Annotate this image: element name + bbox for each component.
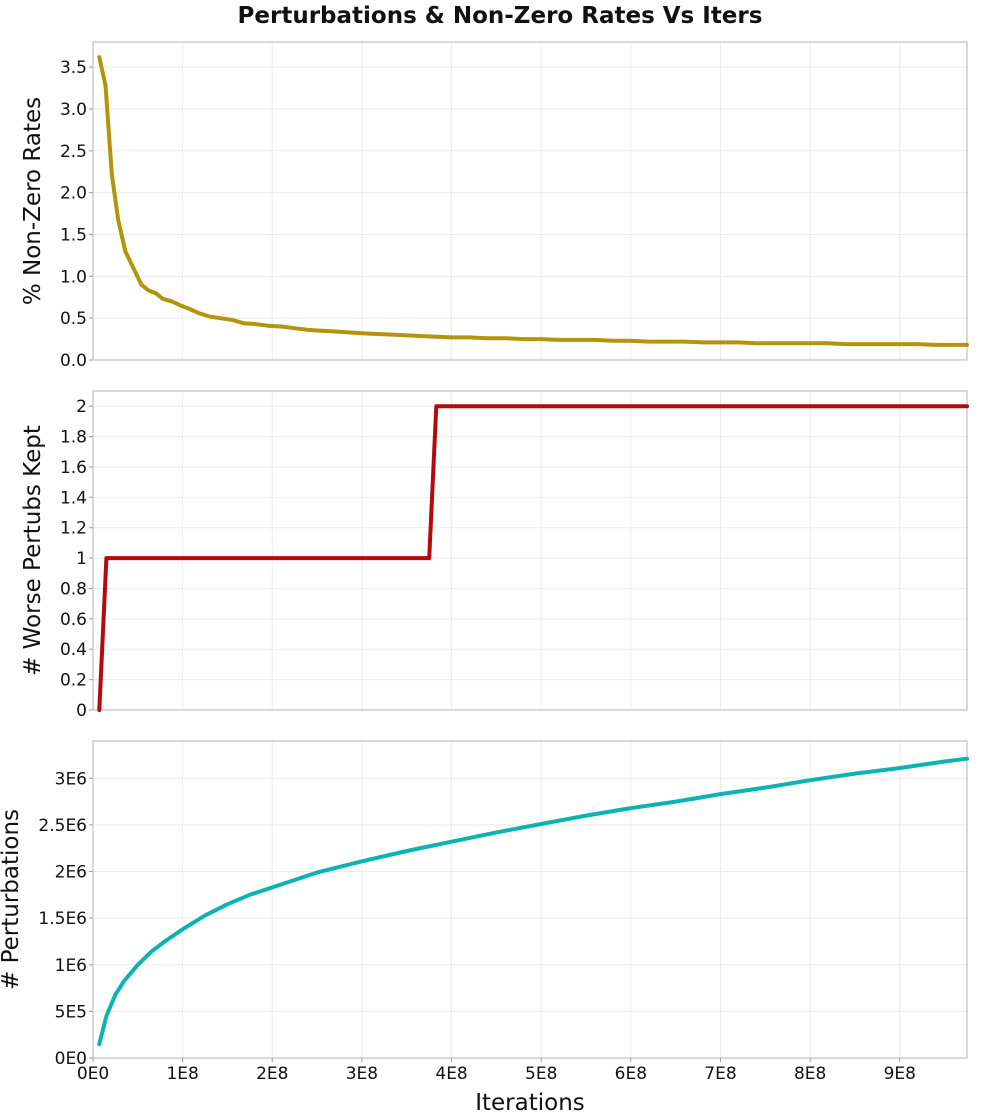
y-tick-label: 0.5 bbox=[60, 309, 87, 329]
x-tick-label: 2E8 bbox=[256, 1064, 288, 1084]
y-axis-label: # Worse Pertubs Kept bbox=[20, 425, 46, 676]
y-tick-label: 2.0 bbox=[60, 184, 87, 204]
y-tick-label: 0.2 bbox=[60, 671, 87, 691]
y-tick-label: 1.5 bbox=[60, 225, 87, 245]
plot-frame bbox=[92, 390, 968, 711]
x-axis-label: Iterations bbox=[475, 1090, 585, 1116]
x-tick-label: 6E8 bbox=[615, 1064, 647, 1084]
y-tick-label: 3E6 bbox=[55, 769, 87, 789]
y-tick-label: 5E5 bbox=[55, 1002, 87, 1022]
y-tick-label: 1.6 bbox=[60, 458, 87, 478]
x-tick-label: 4E8 bbox=[435, 1064, 467, 1084]
y-axis-label: % Non-Zero Rates bbox=[20, 97, 46, 305]
x-tick-label: 8E8 bbox=[794, 1064, 826, 1084]
y-tick-label: 1 bbox=[76, 549, 87, 569]
y-tick-label: 1.0 bbox=[60, 267, 87, 287]
chart-title: Perturbations & Non-Zero Rates Vs Iters bbox=[238, 3, 763, 29]
series-line bbox=[97, 55, 969, 347]
y-tick-label: 1.4 bbox=[60, 488, 87, 508]
x-tick-label: 3E8 bbox=[346, 1064, 378, 1084]
y-tick-label: 2E6 bbox=[55, 863, 87, 883]
series-line bbox=[97, 756, 969, 1046]
y-tick-label: 0E0 bbox=[55, 1049, 87, 1069]
y-axis-label: # Perturbations bbox=[0, 809, 24, 990]
y-tick-label: 1.8 bbox=[60, 428, 87, 448]
x-tick-label: 7E8 bbox=[704, 1064, 736, 1084]
series-line bbox=[97, 404, 969, 712]
y-tick-label: 0 bbox=[76, 701, 87, 721]
y-tick-label: 2.5E6 bbox=[38, 816, 87, 836]
y-tick-label: 3.5 bbox=[60, 58, 87, 78]
y-tick-label: 3.0 bbox=[60, 100, 87, 120]
y-tick-label: 0.8 bbox=[60, 579, 87, 599]
y-tick-label: 1.2 bbox=[60, 519, 87, 539]
plot-frame bbox=[92, 740, 968, 1059]
y-tick-label: 0.6 bbox=[60, 610, 87, 630]
y-tick-label: 1.5E6 bbox=[38, 909, 87, 929]
x-tick-label: 1E8 bbox=[166, 1064, 198, 1084]
y-tick-label: 1E6 bbox=[55, 956, 87, 976]
y-tick-label: 2 bbox=[76, 397, 87, 417]
x-tick-label: 0E0 bbox=[77, 1064, 109, 1084]
y-tick-label: 0.4 bbox=[60, 640, 87, 660]
y-tick-label: 0.0 bbox=[60, 351, 87, 371]
plot-frame bbox=[92, 41, 968, 361]
x-tick-label: 5E8 bbox=[525, 1064, 557, 1084]
x-tick-label: 9E8 bbox=[884, 1064, 916, 1084]
y-tick-label: 2.5 bbox=[60, 142, 87, 162]
